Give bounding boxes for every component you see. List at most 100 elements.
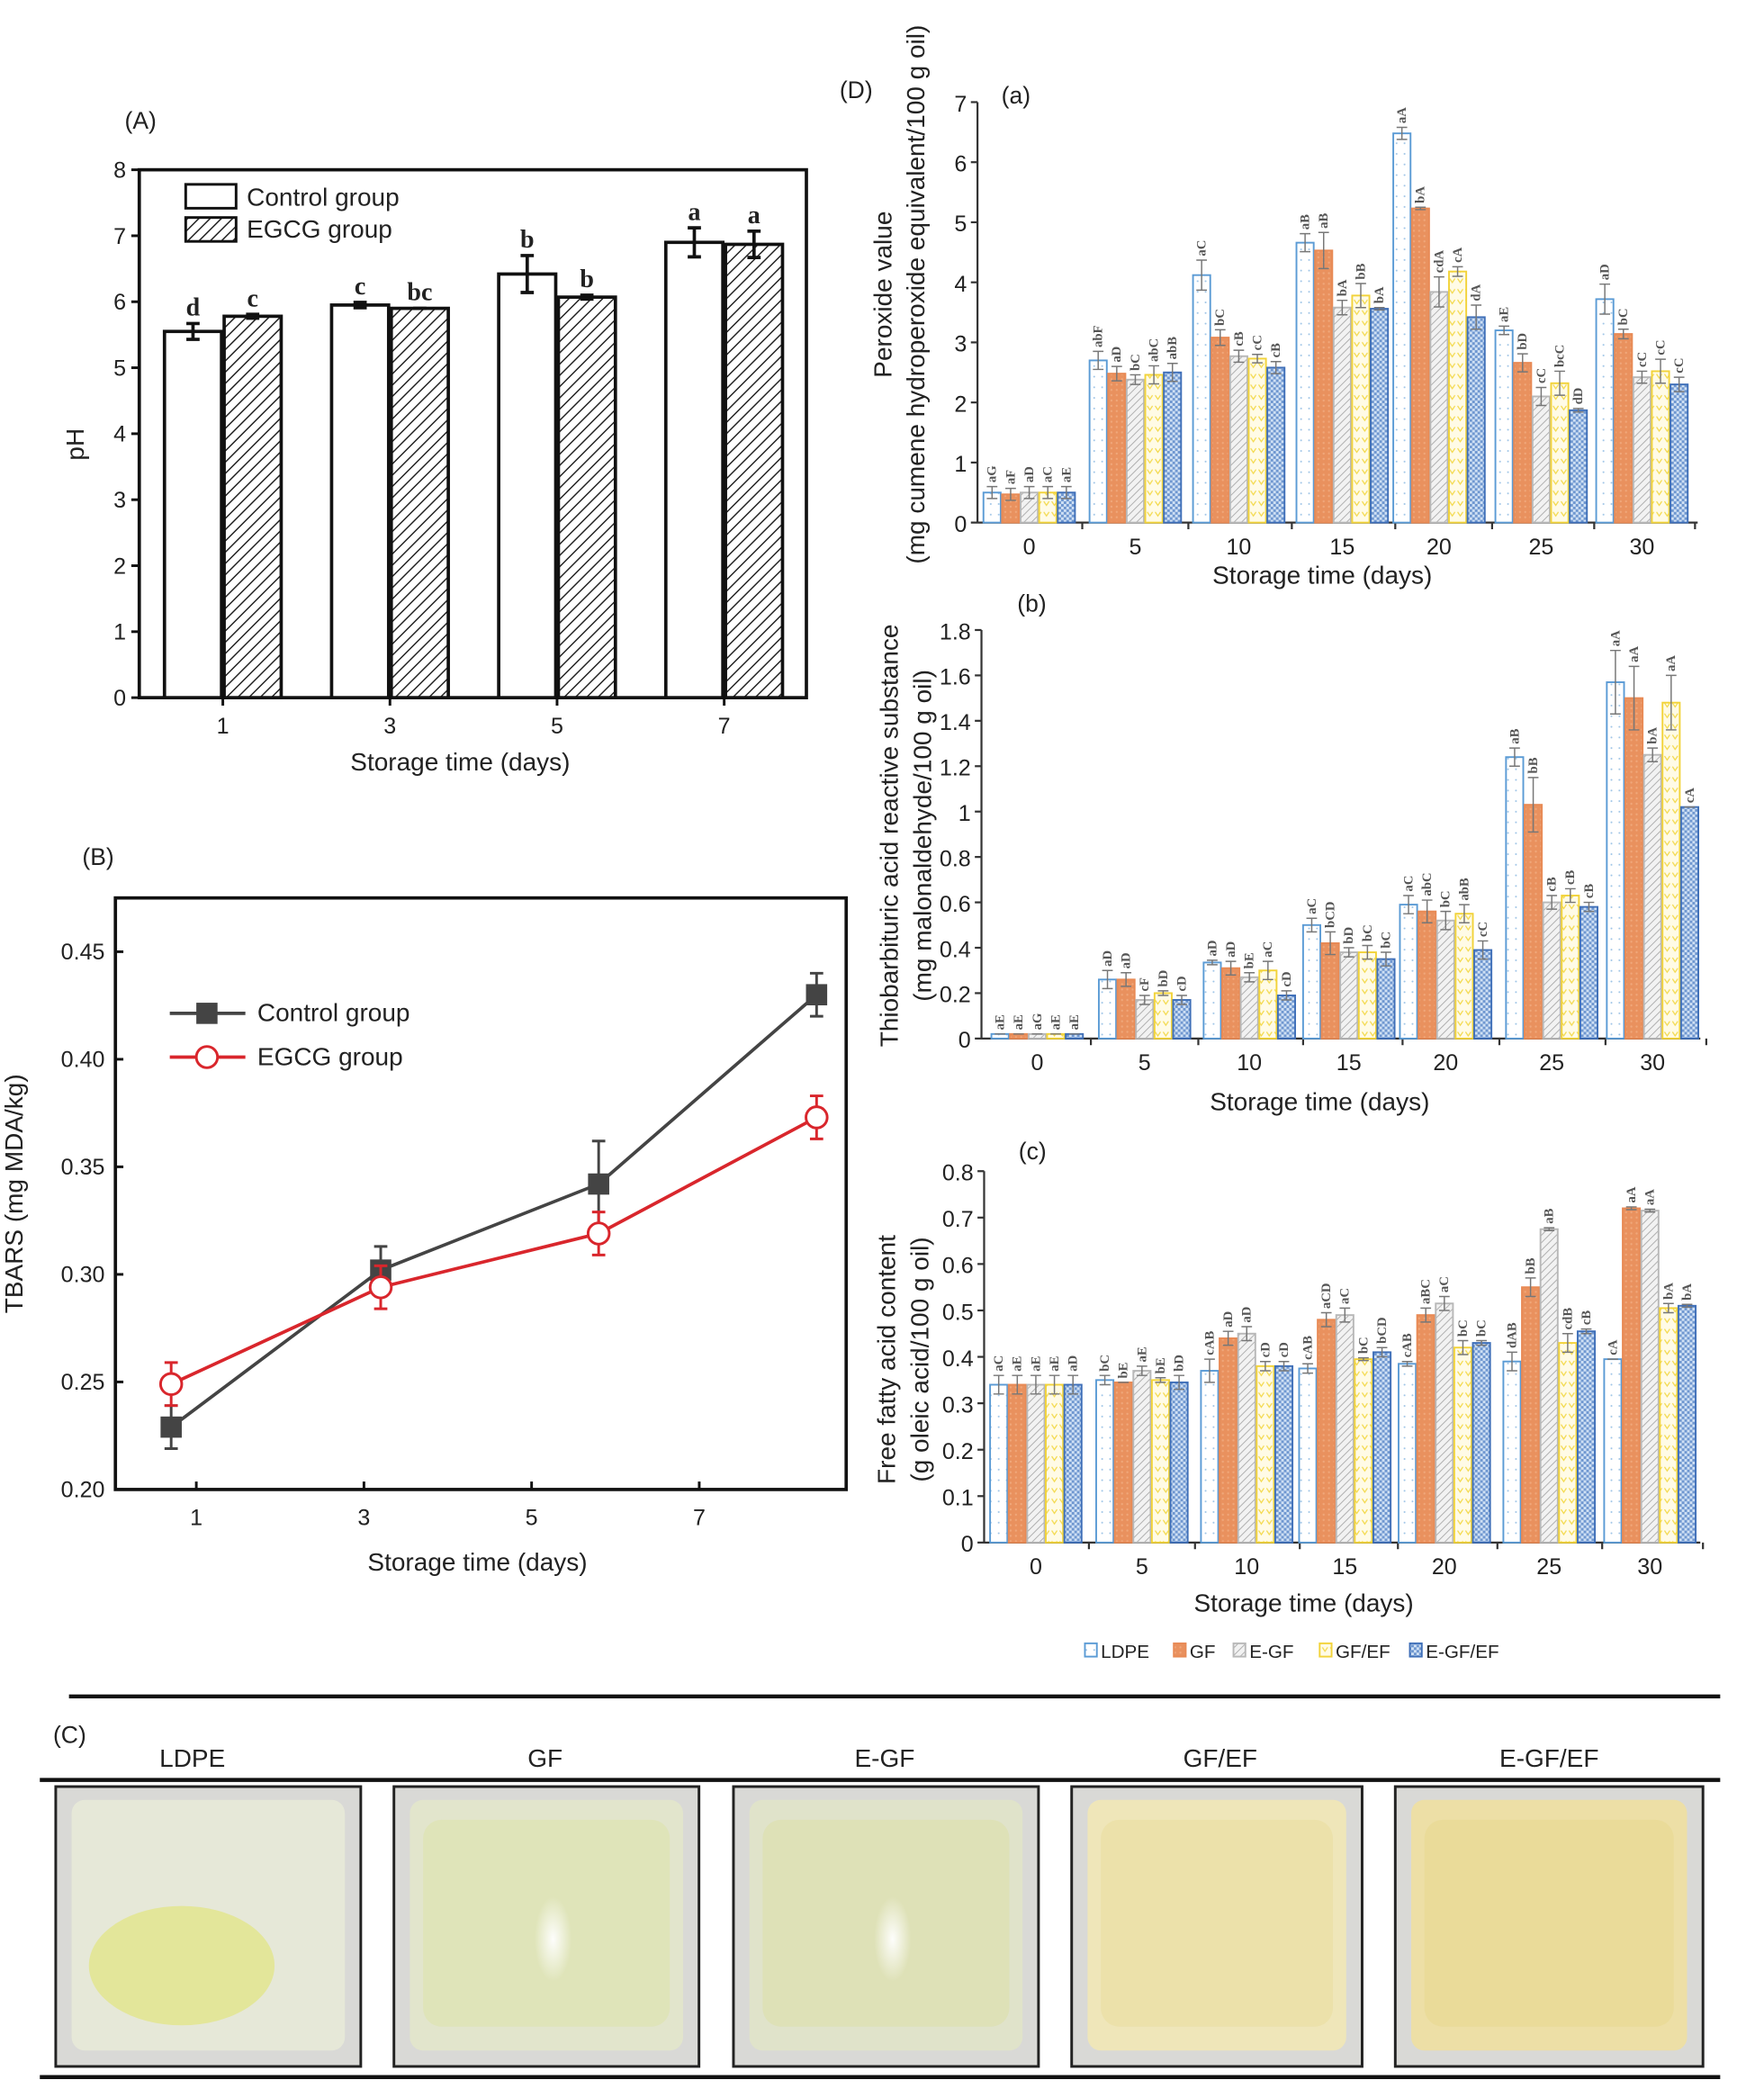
error-bar <box>1102 969 1113 990</box>
bar-gf <box>1320 942 1340 1040</box>
error-bar <box>1120 972 1132 987</box>
error-bar <box>1300 232 1310 253</box>
error-bar <box>1252 354 1263 364</box>
error-bar <box>1471 304 1482 330</box>
significance-letter: cB <box>1582 884 1597 899</box>
sample-label: LDPE <box>159 1744 225 1772</box>
significance-letter: d <box>186 294 201 322</box>
sample-label: GF <box>527 1744 562 1772</box>
significance-letter: bC <box>1475 1319 1490 1337</box>
x-tick-label: 30 <box>1629 535 1654 560</box>
error-bar <box>246 312 260 320</box>
oil-fill <box>1424 1819 1674 2027</box>
legend-marker-control <box>196 1003 218 1024</box>
bar-e-gf <box>1435 1302 1454 1544</box>
significance-letter: bE <box>1154 1357 1168 1373</box>
light-reflection <box>534 1896 572 1982</box>
y-tick-label: 0 <box>958 1028 971 1053</box>
significance-letter: aD <box>1224 941 1238 958</box>
error-bar <box>1155 1377 1166 1383</box>
significance-letter: aD <box>1240 1307 1255 1323</box>
x-tick-label: 15 <box>1336 1050 1362 1076</box>
significance-letter: aD <box>1110 347 1124 363</box>
y-tick-label: 0.6 <box>940 892 971 917</box>
y-tick-label: 8 <box>113 158 126 183</box>
significance-letter: aA <box>1643 1189 1658 1205</box>
significance-letter: aE <box>1012 1014 1026 1030</box>
error-bar <box>1048 1374 1060 1395</box>
error-bar <box>1320 1311 1332 1328</box>
error-bar <box>186 321 200 341</box>
bar-gf <box>1416 1314 1436 1544</box>
x-tick-label: 5 <box>1138 1050 1151 1076</box>
significance-letter: dAB <box>1505 1322 1519 1348</box>
significance-letter: bC <box>1456 1319 1471 1337</box>
bar-e-gf-ef <box>1473 949 1493 1040</box>
bar-gf-ef <box>1258 969 1278 1040</box>
error-bar <box>1233 349 1245 364</box>
significance-letter: aB <box>1299 214 1313 230</box>
significance-letter: aA <box>1395 107 1409 123</box>
significance-letter: abC <box>1420 872 1435 896</box>
error-bar <box>1562 1333 1573 1354</box>
bar-gf <box>1524 804 1544 1040</box>
error-bar <box>1060 485 1072 500</box>
significance-letter: aA <box>1624 1186 1639 1202</box>
error-bar <box>353 301 367 310</box>
significance-letter: aE <box>994 1014 1008 1030</box>
bar-e-gf <box>1027 1032 1047 1040</box>
significance-letter: bC <box>1213 309 1228 326</box>
error-bar <box>688 226 701 259</box>
significance-letter: cAB <box>1300 1336 1315 1360</box>
panel-label-B: (B) <box>82 843 113 870</box>
bar-e-gf-ef <box>1172 999 1192 1040</box>
error-bar <box>1157 990 1169 996</box>
significance-letter: a <box>688 198 700 226</box>
significance-letter: aCD <box>1319 1283 1334 1309</box>
error-bar <box>1610 649 1621 716</box>
significance-letter: bD <box>1516 333 1530 350</box>
error-bar <box>1174 1374 1184 1391</box>
bar-gf <box>1107 373 1127 524</box>
bar-ldpe <box>1095 1379 1115 1544</box>
legend-label: E-GF <box>1249 1642 1293 1662</box>
bar-e-gf-ef <box>1169 1381 1189 1544</box>
chart-ph: 0 1 2 3 4 5 6 7 8 1 3 5 7 d c b a c bc b a Control group EGCG … <box>61 158 808 776</box>
legend-label-control: Control group <box>247 183 400 211</box>
significance-letter: aD <box>1205 940 1220 956</box>
significance-letter: aE <box>1067 1014 1082 1030</box>
bar-ldpe <box>1088 359 1108 524</box>
error-bar <box>1415 206 1426 211</box>
bar-e-gf-ef <box>1569 409 1588 524</box>
legend-swatch-egcg <box>184 216 238 243</box>
bar-e-gf-ef <box>1163 371 1183 524</box>
error-bar <box>1214 329 1226 347</box>
bar-gf <box>1513 362 1533 524</box>
error-bar <box>1138 995 1150 1005</box>
bar-ldpe <box>1595 298 1615 524</box>
significance-letter: bD <box>1342 927 1356 944</box>
bar-gf <box>1624 697 1644 1040</box>
significance-letter: cAB <box>1202 1331 1217 1355</box>
significance-letter: bD <box>1173 1355 1187 1372</box>
significance-letter: bA <box>1680 1283 1695 1301</box>
bar-e-gf <box>1135 999 1155 1040</box>
bar-gf <box>1614 333 1634 524</box>
bar-gf-ef <box>1351 294 1371 524</box>
bar-gf-ef <box>1659 1307 1678 1544</box>
legend-swatch <box>1173 1642 1187 1658</box>
y-tick-label: 0.7 <box>942 1207 974 1232</box>
error-bar <box>1099 1374 1111 1386</box>
significance-letter: cC <box>1250 335 1264 350</box>
error-bar <box>1376 1346 1388 1358</box>
bar-e-gf <box>1542 901 1562 1040</box>
error-bar <box>1241 1326 1253 1342</box>
y-axis-label: Thiobarbituric acid reactive substance <box>876 625 904 1048</box>
bar-gf <box>1009 1032 1029 1040</box>
bar-control-group <box>162 329 223 699</box>
significance-letter: cC <box>1635 352 1650 367</box>
x-tick-label: 25 <box>1539 1050 1564 1076</box>
y-tick-label: 1 <box>113 620 126 645</box>
bar-gf-ef <box>1454 913 1474 1040</box>
bar-gf-ef <box>1357 951 1377 1040</box>
